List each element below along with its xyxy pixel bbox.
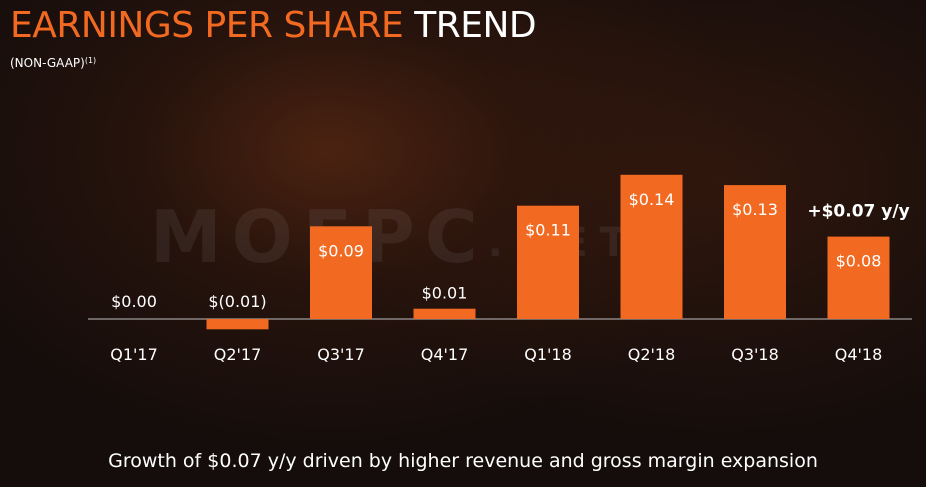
category-label-5: Q2'18 [628, 345, 676, 364]
category-label-2: Q3'17 [317, 345, 365, 364]
data-label-2: $0.09 [318, 241, 364, 260]
bar-7 [827, 236, 890, 319]
category-label-6: Q3'18 [731, 345, 779, 364]
data-label-7: $0.08 [836, 252, 882, 271]
data-label-5: $0.14 [629, 190, 675, 209]
category-label-4: Q1'18 [524, 345, 572, 364]
data-label-1: $(0.01) [208, 292, 266, 311]
data-label-4: $0.11 [525, 221, 571, 240]
bar-5 [620, 174, 683, 319]
data-label-6: $0.13 [732, 200, 778, 219]
page-title: EARNINGS PER SHARE TREND [10, 4, 537, 48]
bar-1 [206, 319, 269, 330]
bar-2 [310, 226, 372, 319]
data-label-3: $0.01 [422, 284, 468, 303]
bar-4 [517, 205, 579, 319]
footer-note: Growth of $0.07 y/y driven by higher rev… [108, 450, 818, 472]
category-label-7: Q4'18 [835, 345, 883, 364]
title-plain: TREND [414, 5, 537, 46]
subtitle-text: (NON-GAAP) [10, 56, 85, 70]
bar-6 [724, 185, 786, 319]
data-label-0: $0.00 [111, 292, 157, 311]
category-label-0: Q1'17 [110, 345, 158, 364]
subtitle: (NON-GAAP)(1) [10, 56, 96, 70]
subtitle-footnote-marker: (1) [84, 56, 97, 65]
yoy-annotation: +$0.07 y/y [807, 202, 909, 222]
category-label-1: Q2'17 [214, 345, 262, 364]
bar-3 [413, 308, 476, 319]
title-accent: EARNINGS PER SHARE [10, 5, 404, 46]
category-label-3: Q4'17 [421, 345, 469, 364]
